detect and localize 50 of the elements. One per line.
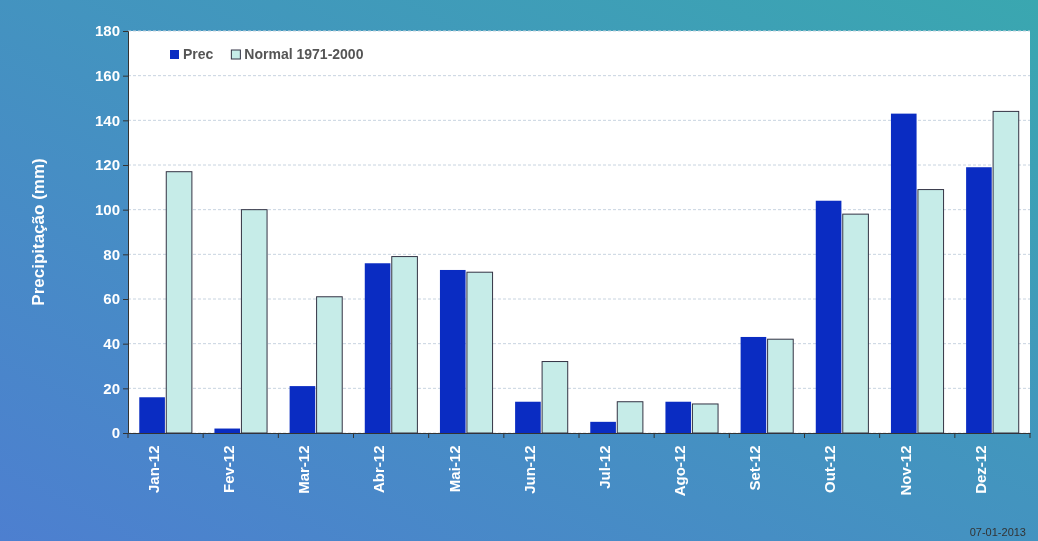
bar [842,213,869,434]
bar [165,171,193,434]
y-tick-label: 20 [103,379,120,397]
bar [890,113,917,433]
y-tick-label: 0 [111,424,120,442]
bar [439,269,466,433]
y-axis-title: Precipitação (mm) [29,158,48,306]
bar [541,361,569,434]
y-tick-label: 100 [94,200,120,218]
x-tick-label: Jul-12 [595,445,613,489]
text: 07-01-2013 [969,526,1026,538]
x-tick-label: Mai-12 [445,445,463,493]
x-tick-label: Dez-12 [971,445,989,494]
bar [590,421,616,433]
x-tick-label: Jun-12 [520,445,538,494]
bar [240,209,268,434]
bar [767,338,794,434]
y-tick-label: 140 [94,111,120,129]
x-tick-label: Out-12 [821,445,839,494]
bar [691,403,719,434]
legend-label: Prec [183,46,214,62]
bar [917,189,945,434]
bar [515,401,541,433]
y-tick-label: 40 [103,334,120,352]
y-tick-label: 60 [103,290,120,308]
x-tick-label: Abr-12 [370,445,388,494]
bar [391,256,418,434]
bar [616,401,644,434]
y-tick-label: 180 [94,22,120,40]
bar [740,336,767,433]
bar [214,428,241,433]
x-tick-label: Fev-12 [220,445,237,494]
x-tick-label: Set-12 [746,445,764,491]
bar [289,386,316,433]
legend-label: Normal 1971-2000 [244,46,364,62]
y-tick-label: 120 [94,156,120,174]
bar [966,167,992,433]
y-tick-label: 160 [94,66,120,84]
x-tick-label: Jan-12 [144,445,162,494]
x-tick-label: Mar-12 [295,445,313,494]
bar [665,401,692,433]
x-tick-label: Nov-12 [896,445,914,496]
x-tick-label: Ago-12 [671,445,688,497]
bar [139,397,165,433]
bar [466,271,494,434]
bar [316,296,343,434]
y-tick-label: 80 [103,245,120,263]
bar [815,200,842,433]
bar [992,110,1020,434]
bar [364,263,391,433]
